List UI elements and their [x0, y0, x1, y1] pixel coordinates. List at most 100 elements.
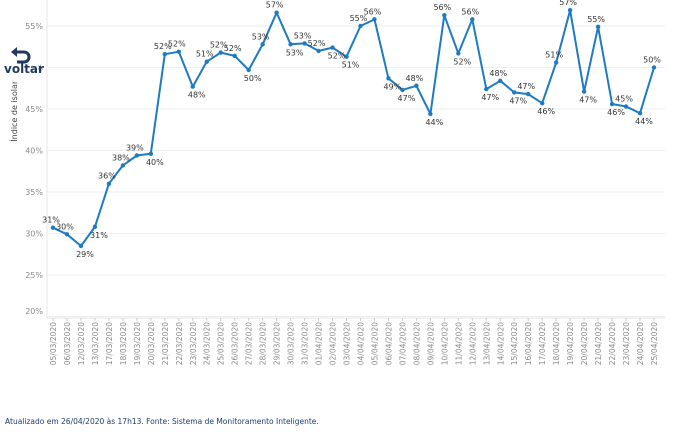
x-tick-label: 25/04/2020 — [650, 322, 659, 365]
x-tick-label: 13/03/2020 — [91, 322, 100, 365]
x-tick-label: 23/04/2020 — [622, 322, 631, 365]
data-label: 47% — [398, 94, 416, 103]
data-label: 45% — [615, 95, 633, 104]
x-tick-label: 12/04/2020 — [468, 322, 477, 365]
data-point[interactable] — [526, 91, 531, 97]
data-point[interactable] — [442, 13, 447, 18]
x-tick-label: 22/03/2020 — [175, 322, 184, 365]
data-label: 36% — [98, 172, 116, 181]
x-tick-label: 20/04/2020 — [580, 322, 589, 365]
data-label: 56% — [433, 3, 451, 12]
data-label: 40% — [146, 158, 164, 167]
data-point[interactable] — [609, 101, 615, 107]
data-point[interactable] — [637, 110, 643, 116]
data-point[interactable] — [553, 60, 559, 65]
data-point[interactable] — [456, 51, 461, 56]
gridlines — [46, 0, 665, 319]
data-point[interactable] — [218, 50, 223, 55]
data-point[interactable] — [512, 90, 517, 95]
data-label: 39% — [126, 143, 144, 152]
x-tick-label: 06/04/2020 — [384, 322, 393, 365]
data-point[interactable] — [498, 78, 503, 83]
data-point[interactable] — [651, 65, 657, 70]
data-label: 47% — [481, 93, 499, 102]
data-label: 47% — [509, 96, 527, 105]
x-tick-label: 04/04/2020 — [356, 322, 365, 365]
data-point[interactable] — [78, 243, 84, 249]
data-point[interactable] — [358, 23, 363, 29]
data-point[interactable] — [64, 232, 70, 237]
data-point[interactable] — [274, 10, 279, 15]
data-label: 48% — [406, 74, 424, 83]
data-point[interactable] — [204, 59, 209, 64]
data-point[interactable] — [595, 24, 601, 30]
data-label: 44% — [425, 118, 443, 127]
data-point[interactable] — [50, 225, 56, 230]
x-tick-label: 15/04/2020 — [510, 322, 519, 365]
footer-note: Atualizado em 26/04/2020 às 17h13. Fonte… — [5, 417, 319, 426]
data-label: 48% — [188, 91, 206, 100]
data-point[interactable] — [134, 153, 140, 158]
data-label: 51% — [342, 61, 360, 70]
data-point[interactable] — [400, 87, 405, 93]
data-label: 52% — [453, 57, 471, 66]
x-tick-label: 14/04/2020 — [496, 322, 505, 365]
data-label: 47% — [517, 82, 535, 91]
data-point[interactable] — [302, 41, 307, 46]
data-point[interactable] — [288, 42, 293, 47]
x-tick-label: 17/04/2020 — [538, 322, 547, 365]
x-tick-label: 11/04/2020 — [454, 322, 463, 365]
data-point[interactable] — [484, 86, 489, 92]
data-label: 56% — [364, 7, 382, 16]
data-label: 46% — [607, 108, 625, 117]
data-point[interactable] — [176, 49, 181, 54]
data-point[interactable] — [260, 42, 265, 47]
data-label: 51% — [196, 50, 214, 59]
data-point[interactable] — [414, 83, 419, 88]
data-point[interactable] — [428, 111, 433, 117]
data-point[interactable] — [372, 17, 377, 22]
data-point[interactable] — [246, 67, 251, 73]
data-point[interactable] — [330, 45, 335, 50]
x-tick-label: 06/03/2020 — [63, 322, 72, 365]
data-label: 52% — [168, 40, 186, 49]
data-point[interactable] — [344, 54, 349, 59]
series-line[interactable] — [50, 8, 657, 249]
back-button[interactable]: voltar — [4, 46, 44, 82]
data-label: 53% — [252, 32, 270, 41]
data-label: 52% — [328, 52, 346, 61]
x-tick-label: 03/04/2020 — [343, 322, 352, 365]
data-point[interactable] — [623, 104, 629, 109]
data-label: 30% — [56, 222, 74, 231]
data-label: 53% — [286, 48, 304, 57]
data-label: 31% — [90, 231, 108, 240]
data-point[interactable] — [106, 181, 112, 186]
data-point[interactable] — [567, 8, 573, 13]
data-labels: 31%30%29%31%36%38%39%40%52%52%48%51%52%5… — [42, 0, 661, 259]
y-tick-label: 55% — [25, 22, 43, 31]
y-tick-label: 45% — [25, 105, 43, 114]
data-point[interactable] — [470, 17, 475, 22]
x-tick-label: 18/03/2020 — [119, 322, 128, 365]
series-line-path[interactable] — [52, 9, 655, 247]
x-tick-label: 19/04/2020 — [566, 322, 575, 365]
y-axis-title: Índice de isolamento — [8, 58, 19, 141]
data-point[interactable] — [92, 224, 98, 230]
data-point[interactable] — [581, 89, 587, 94]
data-point[interactable] — [232, 53, 237, 59]
data-label: 29% — [76, 250, 94, 259]
x-tick-label: 02/04/2020 — [329, 322, 338, 365]
x-tick-label: 18/04/2020 — [552, 322, 561, 365]
data-point[interactable] — [148, 151, 154, 157]
data-label: 52% — [308, 39, 326, 48]
data-point[interactable] — [316, 48, 321, 54]
data-point[interactable] — [120, 163, 126, 168]
y-tick-label: 30% — [25, 230, 43, 239]
data-point[interactable] — [539, 100, 545, 106]
data-label: 48% — [489, 69, 507, 78]
data-point[interactable] — [386, 76, 391, 81]
data-point[interactable] — [190, 84, 195, 89]
data-label: 52% — [154, 42, 172, 51]
x-tick-label: 25/03/2020 — [217, 322, 226, 365]
data-point[interactable] — [162, 52, 168, 57]
